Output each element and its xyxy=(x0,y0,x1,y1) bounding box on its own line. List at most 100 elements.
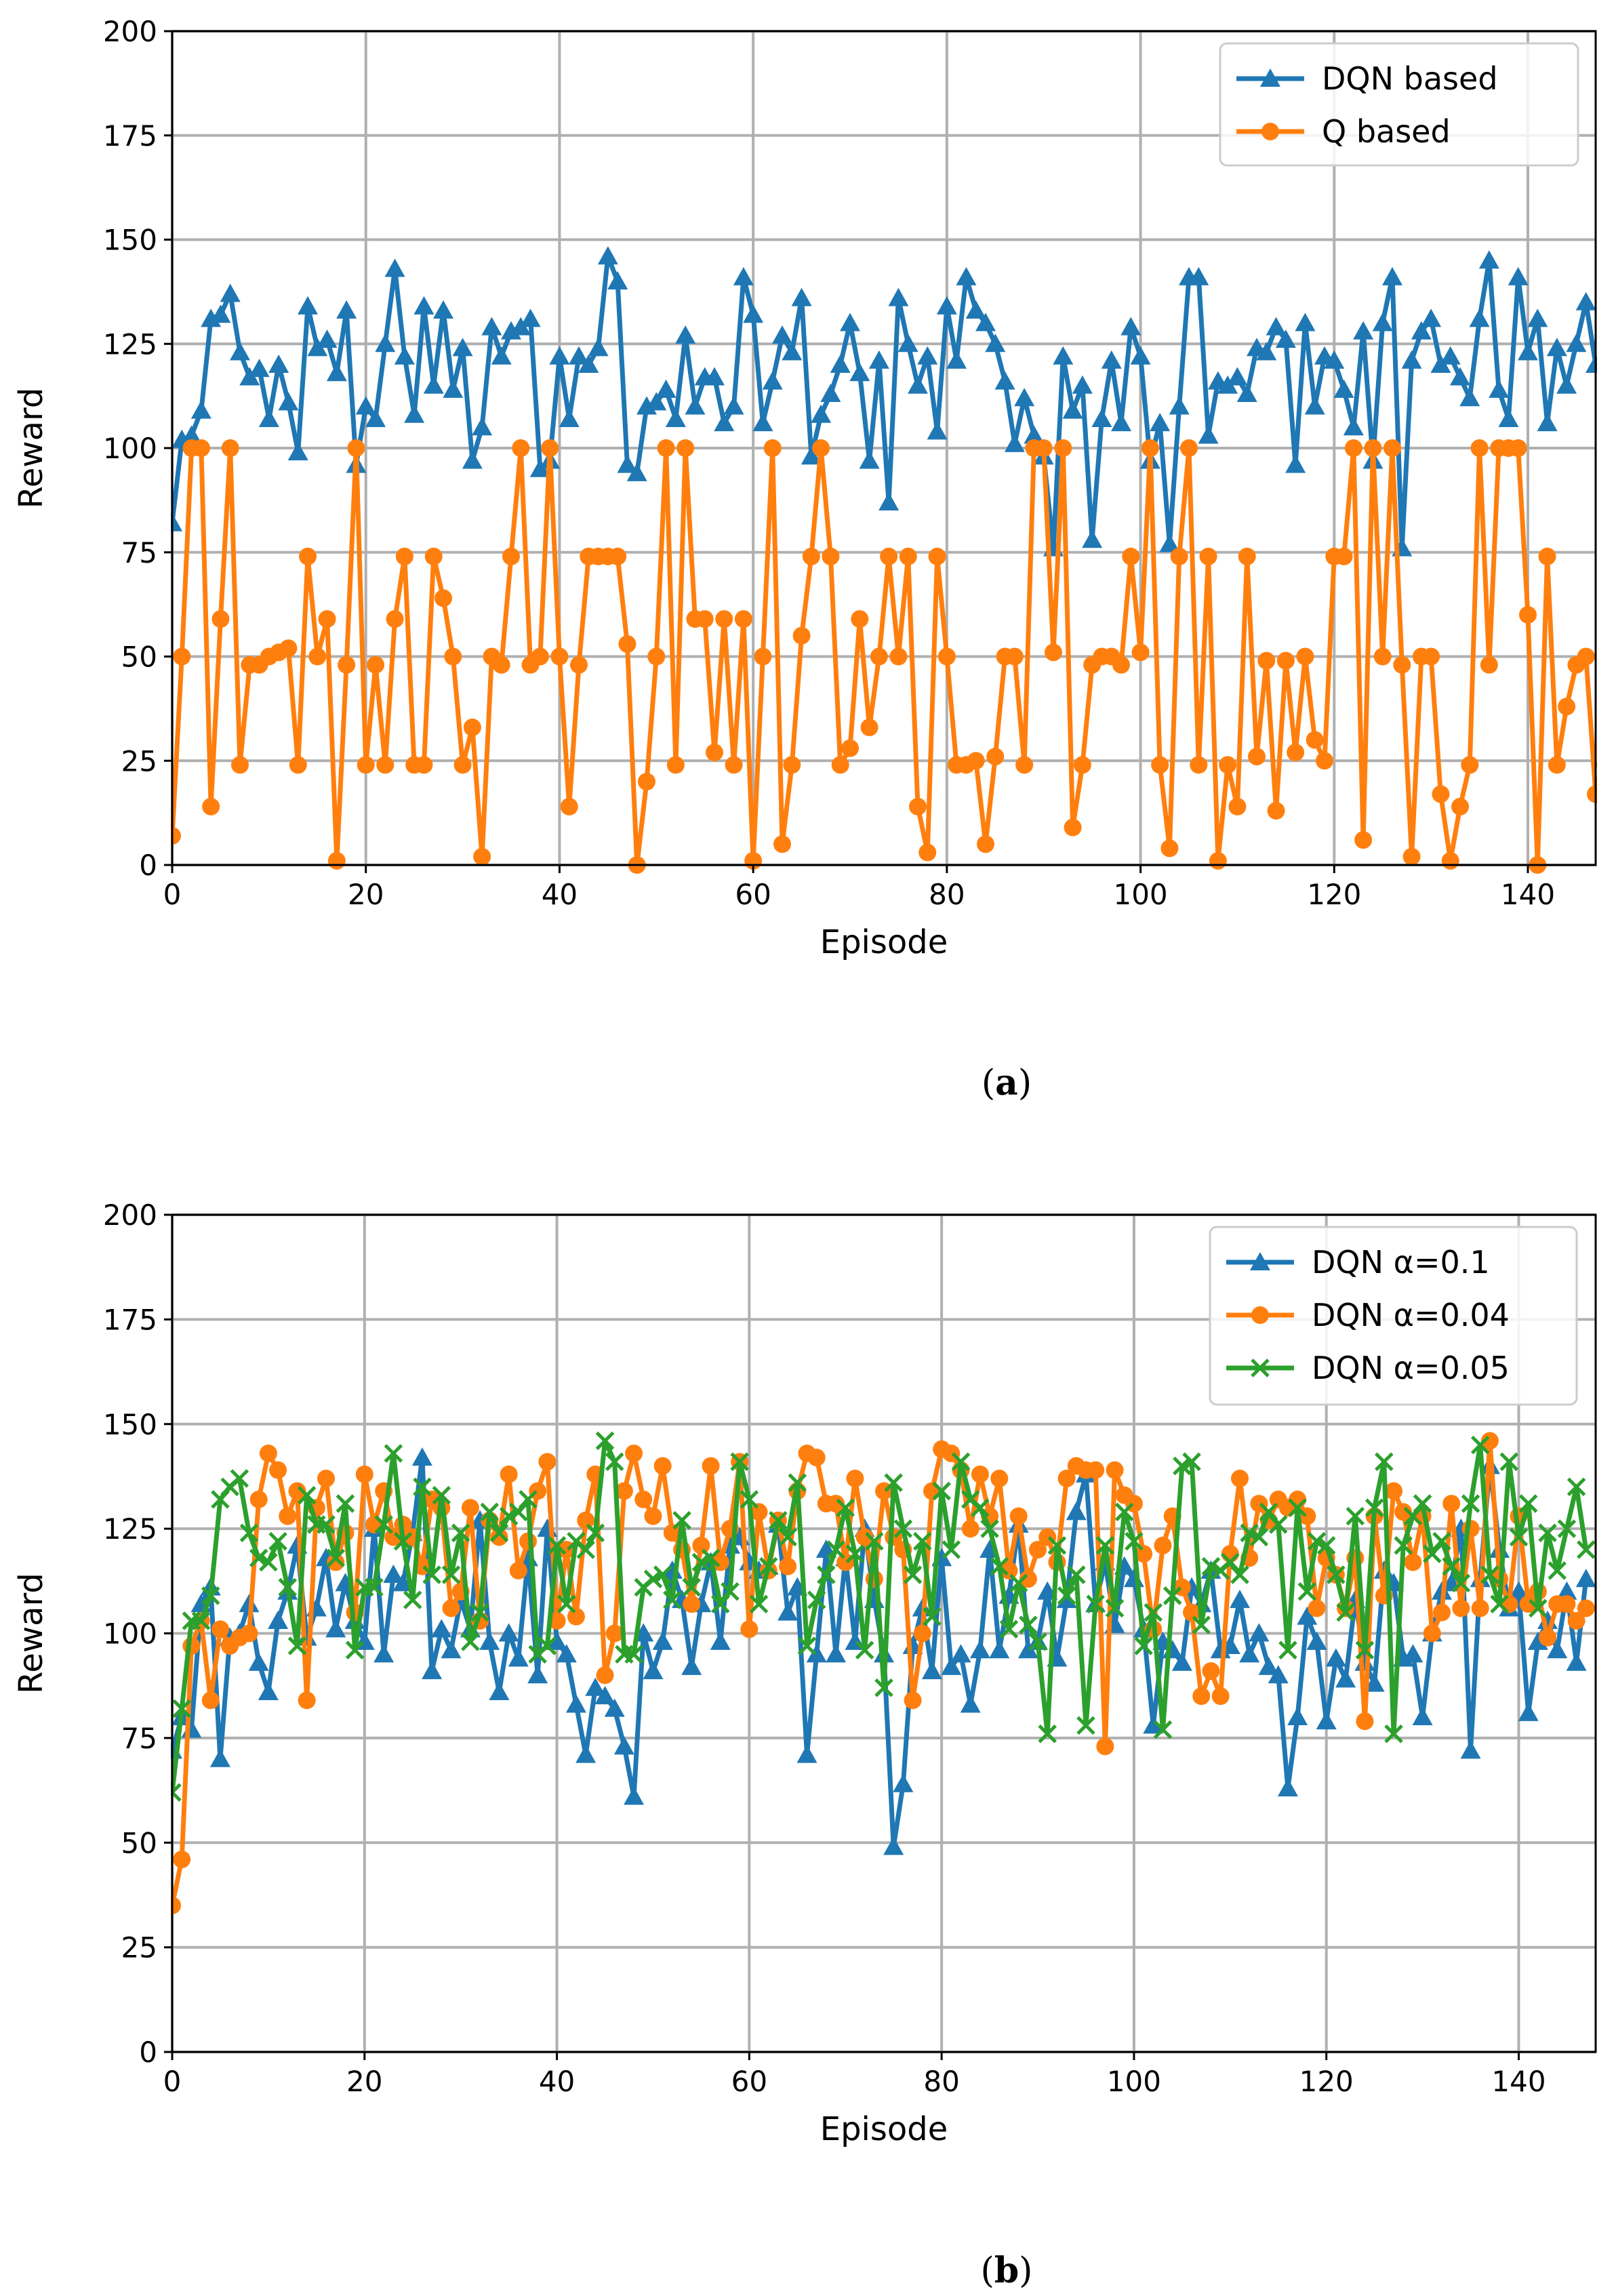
panel-b-y-tick-label: 75 xyxy=(121,1722,157,1755)
panel-b-series-2-point xyxy=(500,1465,518,1483)
panel-b-series-2-point xyxy=(1423,1624,1441,1643)
panel-a-series-2-point xyxy=(812,439,830,457)
panel-a-legend-box xyxy=(1219,42,1579,167)
panel-b-series-3-point xyxy=(1307,1531,1327,1551)
panel-b-series-3-point xyxy=(1221,1552,1240,1572)
panel-a-series-1-point xyxy=(665,408,686,427)
panel-b-series-1-point xyxy=(411,1447,432,1466)
panel-a-series-1-point xyxy=(1101,350,1122,369)
panel-b-series-3 xyxy=(171,1431,1596,1802)
panel-b-x-tick-label: 80 xyxy=(923,2065,959,2098)
panel-b-series-3-point xyxy=(239,1523,259,1543)
panel-b-series-2-point xyxy=(259,1444,277,1462)
panel-a-series-1-point xyxy=(1111,413,1131,432)
panel-a-series-1-point xyxy=(1411,321,1432,340)
panel-b-series-3-point xyxy=(778,1527,797,1547)
panel-a-series-1-point xyxy=(1537,413,1558,432)
panel-b-series-1-point xyxy=(1056,1590,1077,1609)
panel-b-series-3-point xyxy=(951,1452,971,1472)
panel-a-series-1-point xyxy=(868,350,889,369)
panel-a-series-1-point xyxy=(1150,413,1171,432)
panel-a-series-1-point xyxy=(559,408,580,427)
panel-a-series-1-point xyxy=(917,346,938,365)
panel-b-series-1-point xyxy=(1171,1652,1192,1671)
panel-a-series-2-point xyxy=(1238,547,1256,565)
panel-a-series-1-point xyxy=(1585,355,1597,373)
panel-b-series-2-point xyxy=(1057,1470,1076,1488)
panel-b-series-2-point xyxy=(201,1691,220,1710)
panel-a-series-1-point xyxy=(1256,342,1277,361)
panel-a-series-1-point xyxy=(888,287,909,306)
panel-b-x-tick-label: 100 xyxy=(1107,2065,1161,2098)
panel-b-series-3-point xyxy=(1451,1573,1471,1593)
panel-b-legend-label-1: DQN α=0.1 xyxy=(1312,1244,1490,1281)
panel-b-series-2-point xyxy=(1394,1503,1413,1521)
panel-b-series-1-point xyxy=(209,1748,230,1767)
panel-a-legend-item-2: Q based xyxy=(1236,113,1451,150)
panel-a-series-2-point xyxy=(550,647,569,666)
panel-b-series-2-point xyxy=(1106,1461,1124,1479)
panel-a-series-2-point xyxy=(1131,643,1150,662)
panel-b-series-3-point xyxy=(1577,1540,1596,1559)
panel-b-series-3-point xyxy=(1346,1506,1365,1526)
panel-b-series-1-point xyxy=(1508,1581,1529,1600)
panel-b-series-1-point xyxy=(969,1640,990,1659)
panel-a-series-1-point xyxy=(1556,375,1577,394)
panel-a-series-1-point xyxy=(423,375,444,394)
panel-b-series-2-point xyxy=(1452,1599,1470,1617)
panel-b-series-3-point xyxy=(230,1469,249,1488)
panel-a-legend-swatch-marker xyxy=(1261,123,1279,140)
panel-b-series-3-point xyxy=(1057,1586,1076,1605)
panel-a-series-2-point xyxy=(1441,851,1459,870)
panel-b-series-3-line xyxy=(171,1438,1589,1793)
panel-b-series-2-point xyxy=(615,1482,633,1500)
panel-b-series-2-point xyxy=(827,1495,845,1513)
panel-b-series-3-point xyxy=(268,1531,287,1551)
panel-b-series-1-point xyxy=(546,1631,567,1650)
panel-a-series-2-point xyxy=(1316,752,1333,770)
panel-b-series-1-point xyxy=(1518,1702,1539,1721)
panel-b-series-3-point xyxy=(788,1473,807,1492)
panel-b-series-2-point xyxy=(779,1557,797,1575)
panel-a-series-1-point xyxy=(849,363,870,382)
panel-b-y-tick-label: 150 xyxy=(103,1408,157,1441)
panel-a-series-1-point xyxy=(491,346,512,365)
panel-a-series-2-point xyxy=(1432,785,1450,803)
panel-a-series-2-point xyxy=(715,610,733,628)
panel-b-series-3-point xyxy=(1125,1531,1144,1551)
panel-a-series-2-point xyxy=(453,756,472,774)
panel-a-series-2-point xyxy=(1287,743,1305,761)
panel-b-series-3-point xyxy=(1086,1594,1105,1614)
panel-b-series-3-point xyxy=(932,1481,951,1501)
panel-b-series-3-point xyxy=(538,1636,557,1655)
panel-a-series-2-point xyxy=(977,835,994,853)
panel-b-series-3-point xyxy=(605,1452,624,1472)
panel-b-series-3-point xyxy=(1144,1603,1163,1622)
panel-a-series-2-point xyxy=(1122,547,1140,565)
panel-a-series-2-point xyxy=(386,610,404,628)
panel-a-y-tick-label: 150 xyxy=(103,224,157,257)
panel-a-series-1-line xyxy=(171,254,1597,551)
panel-b-series-3-point xyxy=(1327,1565,1346,1584)
panel-a-series-2-point xyxy=(609,547,627,565)
panel-b-series-3-point xyxy=(1509,1527,1529,1547)
panel-a-series-2-point xyxy=(1558,698,1576,716)
panel-b-series-3-point xyxy=(336,1494,355,1513)
panel-a-series-1-point xyxy=(1489,379,1510,398)
panel-a-series-2-point xyxy=(435,589,452,607)
panel-b-series-1-point xyxy=(1297,1606,1318,1625)
panel-a-series-2-point xyxy=(666,756,685,774)
panel-a-series-1-point xyxy=(1575,291,1596,310)
panel-b-series-2-point xyxy=(1192,1687,1211,1706)
panel-a-series-1-point xyxy=(1304,396,1325,415)
panel-a-series-1-point xyxy=(1469,308,1490,327)
panel-a-series-1-point xyxy=(355,396,376,415)
panel-b-series-3-point xyxy=(432,1485,451,1505)
panel-b-series-3-point xyxy=(807,1590,826,1609)
panel-a-series-2-point xyxy=(211,610,230,628)
panel-a-series-2-point xyxy=(725,756,743,774)
panel-b-series-1-point xyxy=(422,1661,443,1680)
panel-a-series-2-point xyxy=(308,647,327,666)
panel-b-series-2-point xyxy=(1096,1737,1114,1756)
